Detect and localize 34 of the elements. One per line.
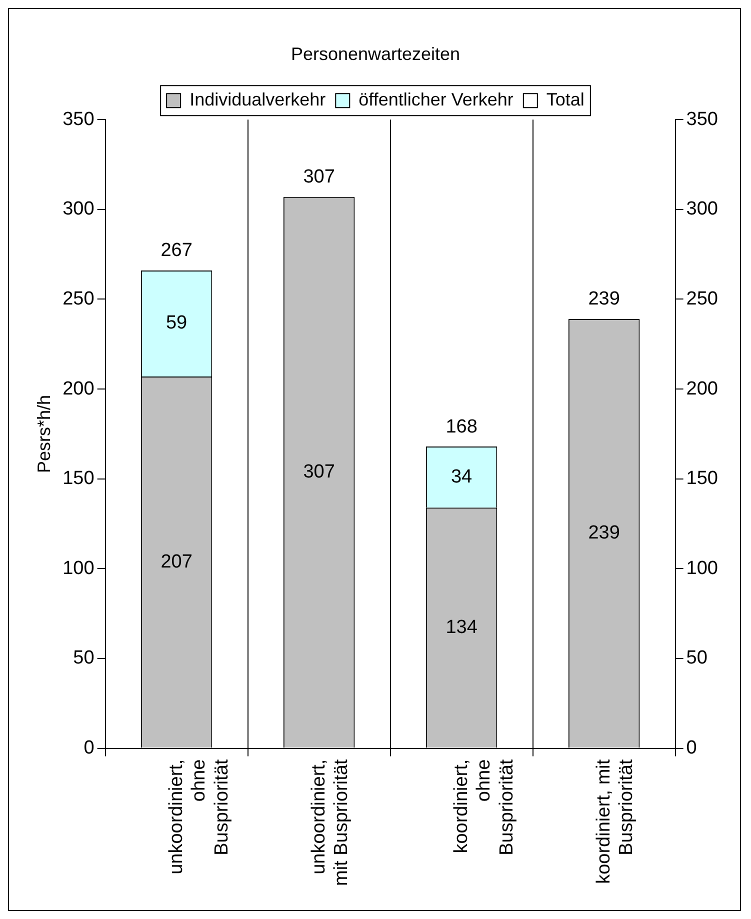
- y2-tick-label: 250: [686, 288, 718, 310]
- y2-tick-label: 150: [686, 468, 718, 490]
- data-label: 34: [450, 466, 473, 488]
- y-tick-label: 100: [62, 558, 94, 579]
- y-tick-label: 300: [62, 198, 94, 220]
- legend-label: öffentlicher Verkehr: [358, 90, 514, 110]
- x-tick-label: koordiniert, ohne Buspriorität: [450, 758, 518, 856]
- y-tick-label: 150: [62, 468, 94, 490]
- y2-tick-label: 100: [686, 558, 718, 579]
- y-tick-label: 250: [62, 288, 94, 310]
- y-axis-title: Pesrs*h/h: [34, 394, 54, 473]
- data-label: 207: [160, 551, 192, 572]
- chart-title: Personenwartezeiten: [290, 44, 460, 64]
- legend-label: Individualverkehr: [190, 90, 326, 110]
- data-label: 239: [588, 522, 620, 544]
- total-label: 168: [446, 416, 478, 438]
- y2-tick-label: 350: [686, 108, 718, 130]
- x-tick-label: koordiniert, mit Buspriorität: [593, 758, 638, 884]
- total-label: 307: [303, 166, 335, 188]
- legend-label: Total: [546, 90, 584, 110]
- total-label: 267: [160, 240, 192, 262]
- data-label: 134: [446, 616, 478, 638]
- y-tick-label: 0: [84, 738, 94, 759]
- data-label: 307: [303, 462, 335, 483]
- y-tick-label: 200: [62, 378, 94, 400]
- y2-tick-label: 200: [686, 378, 718, 400]
- x-tick-label: unkoordiniert, ohne Buspriorität: [166, 758, 232, 874]
- y-tick-label: 50: [73, 648, 94, 669]
- y2-tick-label: 300: [686, 198, 718, 220]
- data-label: 59: [166, 312, 188, 334]
- total-label: 239: [588, 288, 620, 310]
- y-tick-label: 350: [62, 108, 94, 130]
- y2-tick-label: 50: [686, 648, 708, 669]
- y2-tick-label: 0: [686, 738, 697, 759]
